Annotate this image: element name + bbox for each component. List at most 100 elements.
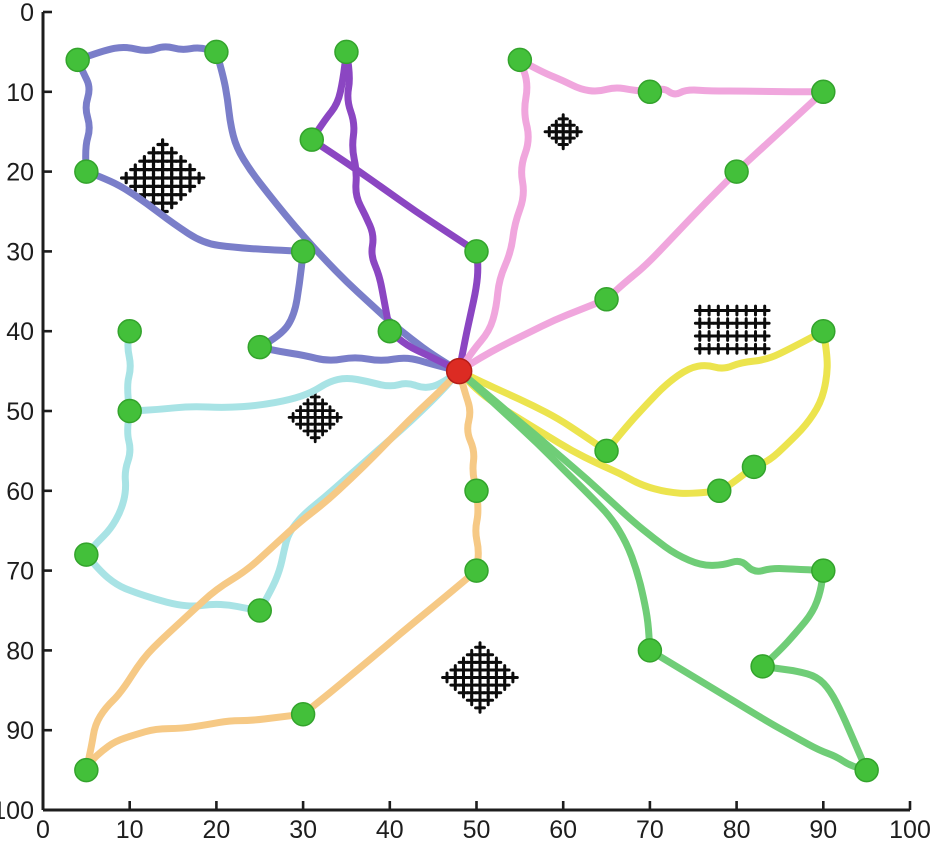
y-tick-label: 10 — [6, 79, 34, 107]
obstacle-marker — [693, 330, 706, 342]
obstacle-marker — [749, 317, 762, 330]
obstacle-marker — [474, 702, 486, 714]
obstacle-marker — [324, 418, 336, 430]
purple-route — [308, 48, 482, 375]
yellow-route-path — [455, 367, 610, 455]
obstacle-marker — [731, 330, 743, 342]
customer-nodes — [65, 39, 879, 783]
obstacle-marker — [712, 317, 725, 330]
obstacle-marker — [740, 317, 753, 330]
obstacle-marker — [693, 304, 706, 317]
y-tick-label: 40 — [6, 318, 34, 346]
obstacle-marker — [507, 671, 519, 684]
purple-route-path — [308, 136, 480, 255]
customer-node — [247, 334, 272, 360]
customer-node — [811, 79, 836, 105]
obstacle-marker — [758, 342, 771, 355]
obstacle-marker — [712, 304, 725, 317]
obstacle-marker — [331, 412, 343, 423]
blue-route-path — [74, 43, 220, 64]
blue-route-path — [256, 247, 307, 351]
pink-route — [455, 56, 827, 375]
obstacle-grid-east — [693, 304, 771, 355]
x-tick-label: 10 — [116, 816, 144, 843]
obstacle-marker — [317, 425, 328, 437]
customer-node — [65, 47, 90, 73]
customer-node — [247, 598, 272, 623]
depot-node — [445, 357, 473, 385]
x-tick-label: 70 — [636, 816, 664, 843]
customer-node — [290, 239, 316, 264]
green-route-path — [455, 367, 654, 654]
purple-route-path — [342, 48, 463, 375]
obstacle-marker — [712, 330, 725, 342]
obstacle-marker — [740, 330, 753, 342]
obstacle-marker — [731, 342, 743, 355]
y-tick-label: 90 — [6, 717, 34, 745]
customer-node — [74, 542, 99, 567]
obstacle-marker — [758, 317, 771, 330]
obstacle-marker — [309, 432, 321, 444]
orange-route-path — [82, 367, 463, 774]
obstacle-marker — [721, 330, 734, 342]
obstacle-marker — [740, 342, 753, 355]
y-tick-label: 60 — [6, 478, 34, 506]
obstacle-marker — [740, 304, 753, 317]
obstacle-marker — [721, 317, 734, 330]
obstacle-marker — [758, 304, 771, 317]
obstacle-marker — [165, 196, 178, 210]
obstacle-marker — [712, 342, 725, 355]
customer-node — [74, 159, 99, 184]
customer-node — [334, 39, 359, 65]
customer-node — [464, 239, 489, 264]
customer-node — [637, 638, 663, 663]
obstacle-marker — [749, 330, 762, 342]
customer-node — [117, 318, 142, 344]
customer-node — [377, 318, 403, 344]
obstacle-marker — [731, 304, 743, 317]
obstacle-marker — [731, 317, 743, 330]
pink-route-path — [455, 56, 532, 375]
obstacle-marker — [498, 679, 511, 691]
obstacle-marker — [183, 180, 197, 193]
obstacle-marker — [482, 694, 495, 707]
obstacle-diamond-south — [441, 641, 519, 714]
x-tick-label: 40 — [376, 816, 404, 843]
green-route-path — [646, 646, 871, 774]
obstacle-marker — [703, 304, 715, 317]
customer-node — [707, 478, 732, 504]
customer-node — [750, 654, 775, 679]
customer-node — [204, 39, 229, 65]
x-tick-label: 100 — [889, 816, 931, 843]
pink-route-path — [603, 88, 827, 303]
cyan-route-path — [126, 367, 463, 415]
x-tick-label: 50 — [463, 816, 491, 843]
customer-node — [811, 318, 836, 344]
customer-node — [637, 79, 663, 105]
x-tick-label: 20 — [202, 816, 230, 843]
cyan-route-path — [82, 407, 134, 559]
customer-node — [741, 454, 767, 480]
obstacle-marker — [490, 686, 503, 699]
pink-route-path — [516, 56, 654, 96]
customer-node — [464, 478, 489, 504]
customer-node — [594, 438, 619, 464]
x-tick-label: 0 — [36, 816, 50, 843]
green-route-path — [759, 567, 827, 670]
obstacle-marker — [721, 304, 734, 317]
orange-route-path — [299, 567, 480, 718]
obstacle-cross-north — [543, 113, 583, 151]
blue-route-path — [82, 168, 307, 255]
yellow-route-path — [750, 327, 831, 471]
obstacle-marker — [693, 317, 706, 330]
green-route-path — [455, 367, 827, 575]
yellow-route-path — [603, 327, 827, 455]
pink-route-path — [646, 85, 827, 98]
y-tick-label: 20 — [6, 159, 34, 187]
obstacle-diamond-west — [287, 391, 343, 444]
orange-route-path — [472, 487, 482, 575]
orange-route-path — [455, 367, 480, 495]
